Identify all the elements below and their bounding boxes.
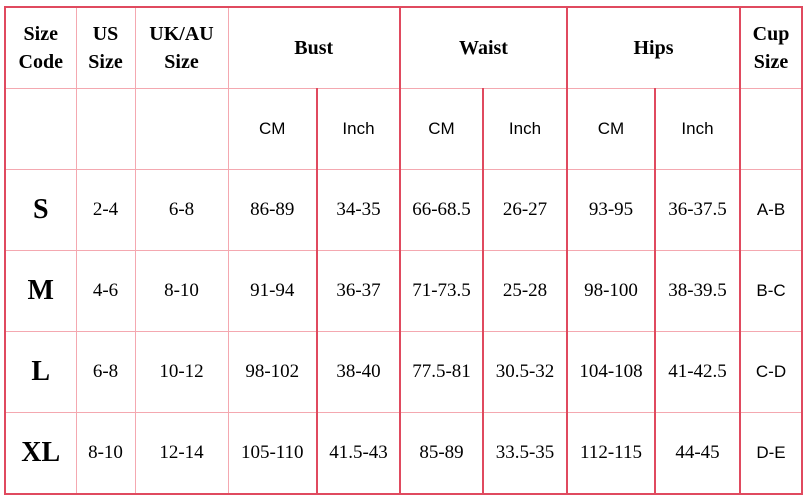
unit-bust-inch: Inch	[316, 88, 401, 170]
cell-waist-cm: 77.5-81	[399, 331, 484, 413]
cell-bust-in: 38-40	[316, 331, 401, 413]
cell-cup: C-D	[739, 331, 803, 413]
cell-waist-in: 26-27	[482, 169, 568, 251]
cell-code: XL	[4, 412, 77, 495]
table-row: S 2-4 6-8 86-89 34-35 66-68.5 26-27 93-95 36-37.…	[4, 169, 803, 251]
empty-cell	[4, 88, 77, 170]
table-row: L 6-8 10-12 98-102 38-40 77.5-81 30.5-32 104-10…	[4, 331, 803, 413]
size-chart-table: Size Code US Size UK/AU Size Bust Waist …	[4, 6, 803, 495]
cell-uk: 8-10	[134, 250, 229, 332]
unit-hips-inch: Inch	[654, 88, 741, 170]
table-row: M 4-6 8-10 91-94 36-37 71-73.5 25-28 98-100 38-3…	[4, 250, 803, 332]
cell-us: 6-8	[75, 331, 136, 413]
unit-waist-cm: CM	[399, 88, 484, 170]
cell-hips-cm: 104-108	[566, 331, 656, 413]
cell-uk: 12-14	[134, 412, 229, 495]
unit-hips-cm: CM	[566, 88, 656, 170]
cell-cup: B-C	[739, 250, 803, 332]
header-us-size: US Size	[75, 6, 136, 89]
cell-uk: 10-12	[134, 331, 229, 413]
header-hips: Hips	[566, 6, 741, 89]
cell-hips-in: 38-39.5	[654, 250, 741, 332]
empty-cell	[739, 88, 803, 170]
header-row: Size Code US Size UK/AU Size Bust Waist …	[4, 6, 803, 89]
cell-bust-cm: 91-94	[227, 250, 318, 332]
cell-uk: 6-8	[134, 169, 229, 251]
cell-waist-in: 25-28	[482, 250, 568, 332]
unit-row: CM Inch CM Inch CM Inch	[4, 88, 803, 170]
cell-waist-in: 33.5-35	[482, 412, 568, 495]
cell-hips-cm: 93-95	[566, 169, 656, 251]
header-cup-size: Cup Size	[739, 6, 803, 89]
cell-hips-in: 44-45	[654, 412, 741, 495]
header-bust: Bust	[227, 6, 401, 89]
cell-bust-cm: 105-110	[227, 412, 318, 495]
cell-waist-in: 30.5-32	[482, 331, 568, 413]
unit-waist-inch: Inch	[482, 88, 568, 170]
cell-code: M	[4, 250, 77, 332]
cell-cup: A-B	[739, 169, 803, 251]
empty-cell	[134, 88, 229, 170]
empty-cell	[75, 88, 136, 170]
header-waist: Waist	[399, 6, 568, 89]
cell-cup: D-E	[739, 412, 803, 495]
cell-us: 4-6	[75, 250, 136, 332]
unit-bust-cm: CM	[227, 88, 318, 170]
cell-hips-in: 41-42.5	[654, 331, 741, 413]
cell-waist-cm: 71-73.5	[399, 250, 484, 332]
cell-bust-cm: 86-89	[227, 169, 318, 251]
cell-hips-in: 36-37.5	[654, 169, 741, 251]
cell-code: L	[4, 331, 77, 413]
cell-code: S	[4, 169, 77, 251]
cell-hips-cm: 98-100	[566, 250, 656, 332]
cell-bust-in: 36-37	[316, 250, 401, 332]
cell-us: 8-10	[75, 412, 136, 495]
cell-bust-in: 41.5-43	[316, 412, 401, 495]
cell-bust-cm: 98-102	[227, 331, 318, 413]
cell-waist-cm: 66-68.5	[399, 169, 484, 251]
cell-bust-in: 34-35	[316, 169, 401, 251]
cell-us: 2-4	[75, 169, 136, 251]
cell-waist-cm: 85-89	[399, 412, 484, 495]
header-uk-au-size: UK/AU Size	[134, 6, 229, 89]
table-row: XL 8-10 12-14 105-110 41.5-43 85-89 33.5-35 112…	[4, 412, 803, 495]
cell-hips-cm: 112-115	[566, 412, 656, 495]
header-size-code: Size Code	[4, 6, 77, 89]
